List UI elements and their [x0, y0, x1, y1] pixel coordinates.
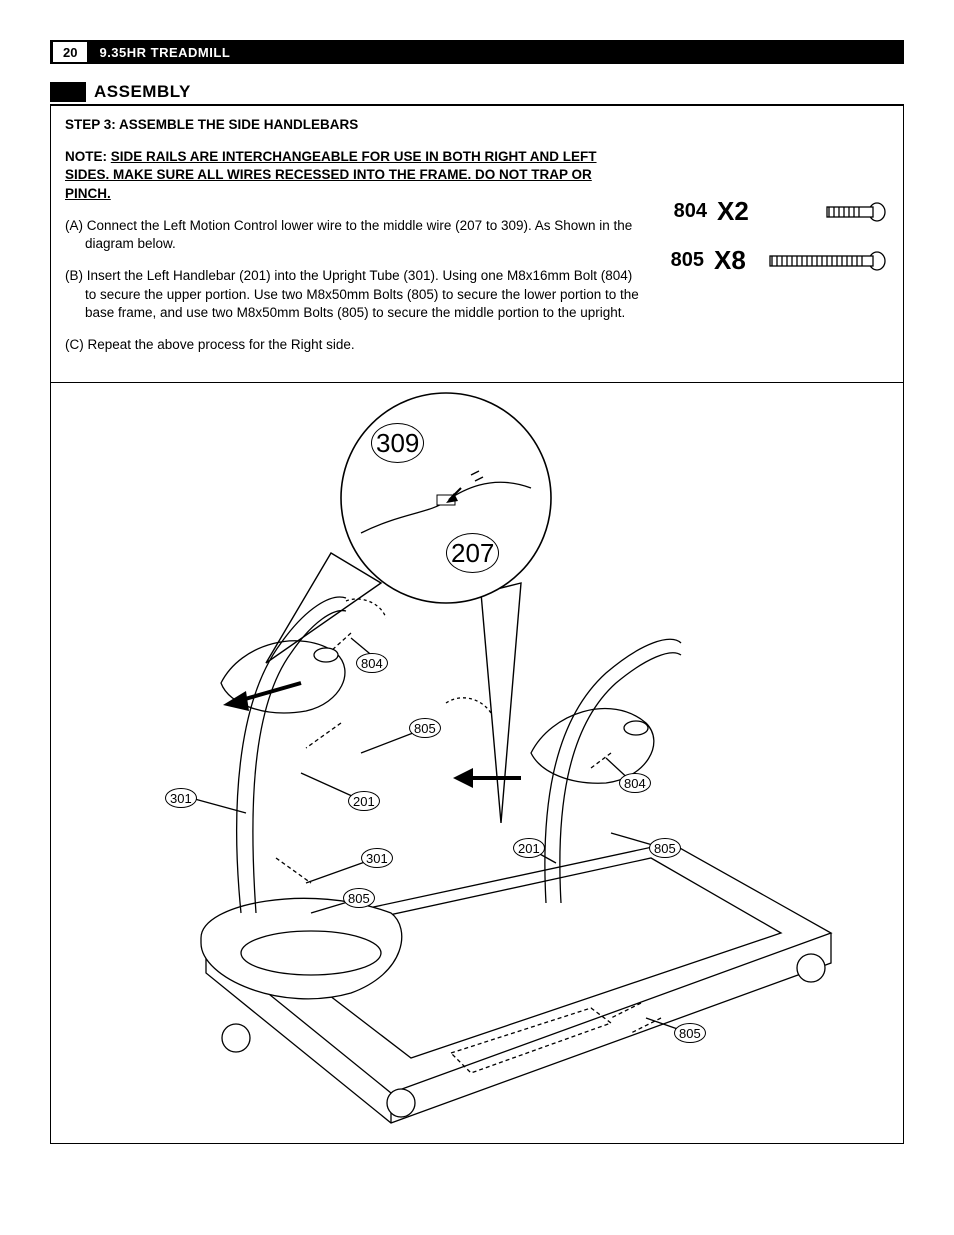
part-quantity: X2: [717, 196, 757, 227]
part-callout: 201: [348, 791, 380, 811]
parts-column: 804 X2 805 X8: [655, 106, 903, 382]
part-callout: 804: [356, 653, 388, 673]
treadmill-line-art-icon: [51, 383, 903, 1143]
instructions-and-parts-row: STEP 3: ASSEMBLE THE SIDE HANDLEBARS NOT…: [51, 106, 903, 383]
product-name: 9.35HR TREADMILL: [87, 45, 230, 60]
bolt-icon: [764, 250, 887, 272]
assembly-diagram: 309 207 804 805 301 201 301 805 201 804 805 805: [51, 383, 903, 1143]
instruction-item: (C) Repeat the above process for the Rig…: [65, 336, 641, 354]
instruction-item: (A) Connect the Left Motion Control lowe…: [65, 217, 641, 253]
part-row: 805 X8: [665, 245, 887, 276]
instruction-text: (C) Repeat the above process for the Rig…: [65, 336, 641, 354]
section-title: ASSEMBLY: [94, 82, 191, 102]
section-heading-row: ASSEMBLY: [50, 82, 904, 106]
page-number: 20: [53, 42, 87, 62]
note-body: SIDE RAILS ARE INTERCHANGEABLE FOR USE I…: [65, 149, 597, 200]
step-label: STEP 3: [65, 117, 111, 132]
part-callout: 301: [361, 848, 393, 868]
detail-callout: 207: [446, 533, 499, 573]
part-quantity: X8: [714, 245, 754, 276]
part-callout: 805: [674, 1023, 706, 1043]
instruction-item: (B) Insert the Left Handlebar (201) into…: [65, 267, 641, 322]
detail-callout: 309: [371, 423, 424, 463]
part-number: 804: [665, 200, 707, 223]
content-frame: STEP 3: ASSEMBLE THE SIDE HANDLEBARS NOT…: [50, 106, 904, 1144]
part-number: 805: [665, 249, 704, 272]
instructions-column: STEP 3: ASSEMBLE THE SIDE HANDLEBARS NOT…: [51, 106, 655, 382]
instructions-list: (A) Connect the Left Motion Control lowe…: [65, 217, 641, 354]
step-title: STEP 3: ASSEMBLE THE SIDE HANDLEBARS: [65, 116, 641, 134]
part-callout: 804: [619, 773, 651, 793]
note-label: NOTE:: [65, 149, 107, 164]
header-bar: 20 9.35HR TREADMILL: [50, 40, 904, 64]
part-callout: 805: [649, 838, 681, 858]
part-callout: 201: [513, 838, 545, 858]
part-callout: 805: [343, 888, 375, 908]
part-callout: 301: [165, 788, 197, 808]
part-row: 804 X2: [665, 196, 887, 227]
bolt-icon: [767, 201, 887, 223]
section-marker-box-icon: [50, 82, 86, 102]
part-callout: 805: [409, 718, 441, 738]
instruction-text: (A) Connect the Left Motion Control lowe…: [65, 217, 641, 253]
instruction-text: (B) Insert the Left Handlebar (201) into…: [65, 267, 641, 322]
step-name: ASSEMBLE THE SIDE HANDLEBARS: [119, 117, 358, 132]
note-block: NOTE: SIDE RAILS ARE INTERCHANGEABLE FOR…: [65, 148, 641, 203]
